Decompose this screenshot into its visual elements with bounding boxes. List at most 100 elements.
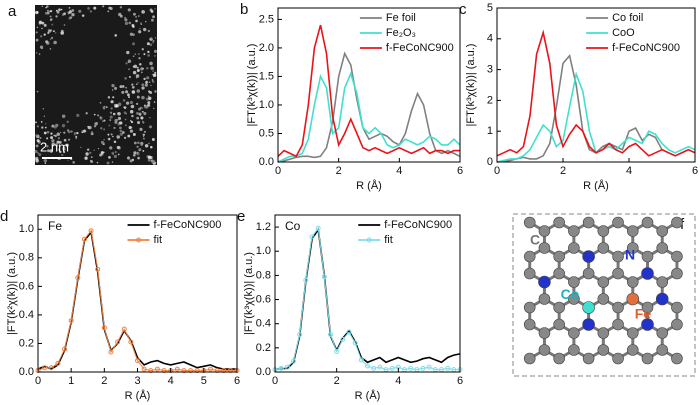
speckle — [150, 145, 153, 149]
speckle — [63, 24, 66, 26]
speckle — [41, 21, 45, 25]
speckle — [61, 123, 66, 128]
speckle — [149, 117, 151, 119]
legend-label: Co foil — [612, 12, 643, 24]
y-tick-label: 0.2 — [19, 337, 34, 349]
speckle — [109, 119, 111, 121]
speckle — [112, 135, 114, 138]
speckle — [149, 43, 153, 47]
speckle — [68, 16, 71, 20]
speckle — [65, 143, 69, 147]
atom — [597, 225, 610, 237]
y-tick-label: 3 — [487, 64, 493, 76]
speckle — [35, 38, 39, 42]
x-axis-label: R (Å) — [125, 389, 151, 402]
speckle — [148, 90, 151, 93]
speckle — [107, 96, 111, 99]
speckle — [35, 31, 38, 34]
speckle — [119, 85, 123, 89]
speckle — [49, 9, 53, 13]
speckle — [101, 120, 104, 123]
data-point — [340, 336, 346, 342]
speckle — [99, 153, 103, 157]
speckle — [35, 121, 37, 124]
atom — [671, 318, 683, 331]
speckle — [66, 129, 70, 132]
speckle — [63, 12, 66, 16]
data-line — [274, 226, 460, 371]
speckle — [116, 145, 120, 150]
speckle — [129, 129, 134, 133]
data-line — [37, 229, 237, 372]
data-line — [277, 51, 461, 163]
speckle — [136, 112, 139, 115]
panel-label: b — [240, 1, 248, 18]
y-axis-label: |FT(k³χ(k))| (a.u.) — [243, 252, 255, 335]
speckle — [136, 89, 141, 93]
atom — [655, 292, 669, 306]
y-tick-label: 0.6 — [19, 280, 34, 292]
atom — [553, 301, 565, 314]
speckle — [137, 82, 139, 84]
speckle — [132, 70, 137, 75]
atom — [582, 267, 595, 280]
speckle — [142, 135, 145, 138]
data-point — [154, 366, 160, 372]
atom — [523, 301, 536, 314]
speckle — [73, 131, 77, 135]
legend-label: Fe foil — [386, 12, 416, 24]
speckle — [86, 148, 90, 151]
x-tick-label: 2 — [334, 375, 340, 387]
atom — [553, 267, 565, 280]
speckle — [119, 121, 123, 125]
speckle — [44, 11, 48, 15]
speckle — [107, 137, 111, 141]
speckle — [35, 144, 39, 148]
y-tick-label: 1.0 — [259, 99, 274, 111]
speckle — [50, 18, 53, 21]
data-point — [55, 360, 61, 366]
data-point — [420, 365, 426, 371]
data-line — [496, 71, 696, 163]
speckle — [110, 133, 113, 136]
speckle — [123, 16, 127, 20]
speckle — [59, 131, 62, 133]
y-tick-label: 0.6 — [256, 293, 271, 305]
speckle — [94, 122, 98, 126]
speckle — [152, 70, 154, 73]
data-point — [371, 365, 377, 371]
legend-label: f-FeCoNC900 — [154, 219, 222, 231]
speckle — [62, 147, 66, 151]
speckle — [128, 68, 130, 71]
speckle — [140, 23, 142, 25]
x-axis-label: R (Å) — [355, 389, 381, 402]
speckle — [56, 134, 59, 136]
speckle — [84, 156, 88, 160]
speckle — [101, 140, 105, 145]
speckle — [117, 153, 120, 156]
speckle — [70, 130, 73, 133]
atom — [626, 225, 639, 237]
speckle — [42, 108, 44, 110]
y-tick-label: 5 — [487, 2, 493, 14]
speckle — [128, 21, 132, 25]
speckle — [49, 149, 53, 153]
atom — [612, 216, 624, 229]
speckle — [119, 6, 123, 9]
x-tick-label: 4 — [168, 375, 174, 387]
data-point — [95, 266, 101, 272]
atom — [523, 267, 536, 280]
x-tick-label: 4 — [396, 165, 402, 177]
x-tick-label: 4 — [626, 165, 632, 177]
speckle — [108, 124, 111, 127]
speckle — [131, 114, 134, 118]
speckle — [141, 48, 144, 51]
speckle — [119, 126, 122, 130]
speckle — [154, 90, 157, 93]
data-point — [141, 366, 147, 372]
plot-frame — [277, 7, 461, 163]
speckle — [106, 161, 110, 165]
speckle — [116, 119, 119, 121]
speckle — [68, 12, 70, 15]
data-point — [365, 363, 370, 369]
